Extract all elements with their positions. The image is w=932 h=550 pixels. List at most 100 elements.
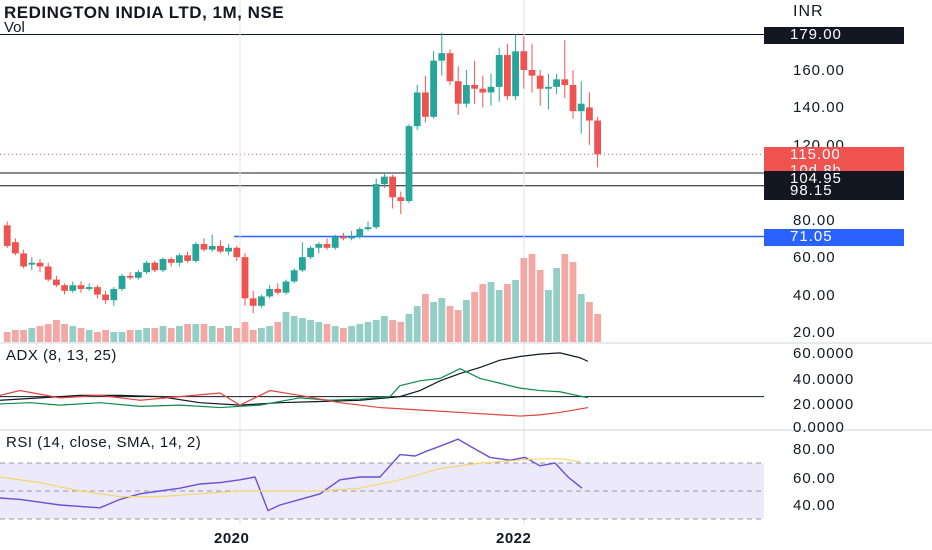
level-tag-98: 98.15 [764,183,904,200]
candle-body [471,84,478,89]
volume-bar [545,290,552,342]
adx-line [0,352,589,406]
candle-body [274,288,282,293]
candle-body [200,244,208,250]
candle-body [159,259,167,271]
price-tick-label: 80.00 [793,212,836,229]
volume-bar [85,330,93,342]
candle-body [176,255,183,263]
volume-bar [167,328,175,342]
volume-bar [258,328,265,342]
price-tick-label: 60.00 [793,249,836,266]
candle-body [20,253,27,267]
candle-body [110,288,118,301]
candle-body [208,245,216,250]
volume-bar [446,306,454,342]
candle-body [77,285,85,289]
candle-body [520,51,528,71]
volume-bar [274,322,282,342]
price-tick-label: 160.00 [793,62,845,79]
candle-body [85,287,93,289]
candle-body [12,242,19,254]
candle-body [151,262,159,271]
volume-bar [36,326,44,342]
volume-bar [299,318,306,342]
candle-body [463,84,470,104]
candle-body [536,75,544,89]
candle-body [167,259,175,263]
volume-bar [471,292,478,342]
candle-body [528,70,536,76]
candle-body [307,247,314,258]
adx-label: ADX (8, 13, 25) [6,347,117,364]
volume-bar [290,316,298,342]
volume-bar [200,324,208,342]
candle-body [430,60,437,117]
candle-body [422,92,429,117]
candle-body [479,88,487,93]
volume-bar [118,332,126,342]
candle-body [323,244,331,248]
candle-body [397,197,405,202]
candle-body [217,245,224,252]
volume-bar [536,270,544,342]
volume-bar [520,258,528,342]
volume-bar [151,328,159,342]
adx-tick-label: 0.0000 [793,419,845,436]
volume-bar [553,268,560,342]
volume-bar [430,302,437,342]
volume-bar [217,328,224,342]
rsi-tick-label: 40.00 [793,497,836,514]
volume-bar [512,280,519,342]
candle-body [381,176,388,185]
candle-body [126,275,134,278]
adx-tick-label: 20.0000 [793,396,855,413]
candle-body [184,255,191,261]
volume-bar [594,314,601,342]
volume-bar [53,320,60,342]
candle-body [192,244,200,261]
candle-body [282,281,290,293]
candle-body [594,120,601,155]
volume-bar [176,326,183,342]
volume-bar [184,324,191,342]
volume-bar [110,332,118,342]
volume-bar [61,324,68,342]
time-axis-label: 2020 [214,530,250,547]
volume-bar [364,322,372,342]
volume-bar [495,290,503,342]
candle-body [290,270,298,282]
candle-body [102,294,109,301]
volume-bar [323,324,331,342]
volume-bar [422,294,429,342]
volume-bar [69,326,77,342]
candle-body [69,285,77,291]
volume-bar [192,324,200,342]
candle-body [545,86,552,89]
volume-bar [356,324,364,342]
candle-body [225,247,232,252]
candle-body [569,84,577,112]
candle-body [372,184,380,228]
volume-bar [463,300,470,342]
volume-bar [528,254,536,342]
candle-body [364,227,372,230]
volume-bar [208,326,216,342]
candle-body [495,55,503,87]
volume-bar [233,328,241,342]
volume-bar [266,326,273,342]
level-tag-179: 179.00 [764,27,904,44]
candle-body [143,262,150,273]
volume-bar [44,324,52,342]
volume-bar [315,322,323,342]
volume-bar [561,254,569,342]
candle-body [504,55,511,97]
candle-body [249,298,257,306]
volume-bar [438,298,446,342]
candles [3,32,601,314]
volume-bar [372,320,380,342]
candle-body [340,236,347,239]
di-minus-line [0,389,589,417]
